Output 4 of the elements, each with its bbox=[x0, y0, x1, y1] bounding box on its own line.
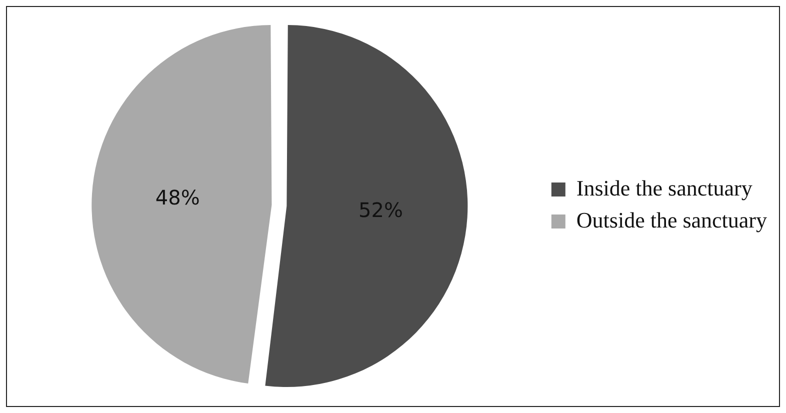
legend-label: Outside the sanctuary bbox=[576, 207, 767, 232]
data-label: 48% bbox=[155, 185, 200, 210]
data-label: 52% bbox=[358, 198, 403, 222]
legend-label: Inside the sanctuary bbox=[576, 175, 752, 200]
